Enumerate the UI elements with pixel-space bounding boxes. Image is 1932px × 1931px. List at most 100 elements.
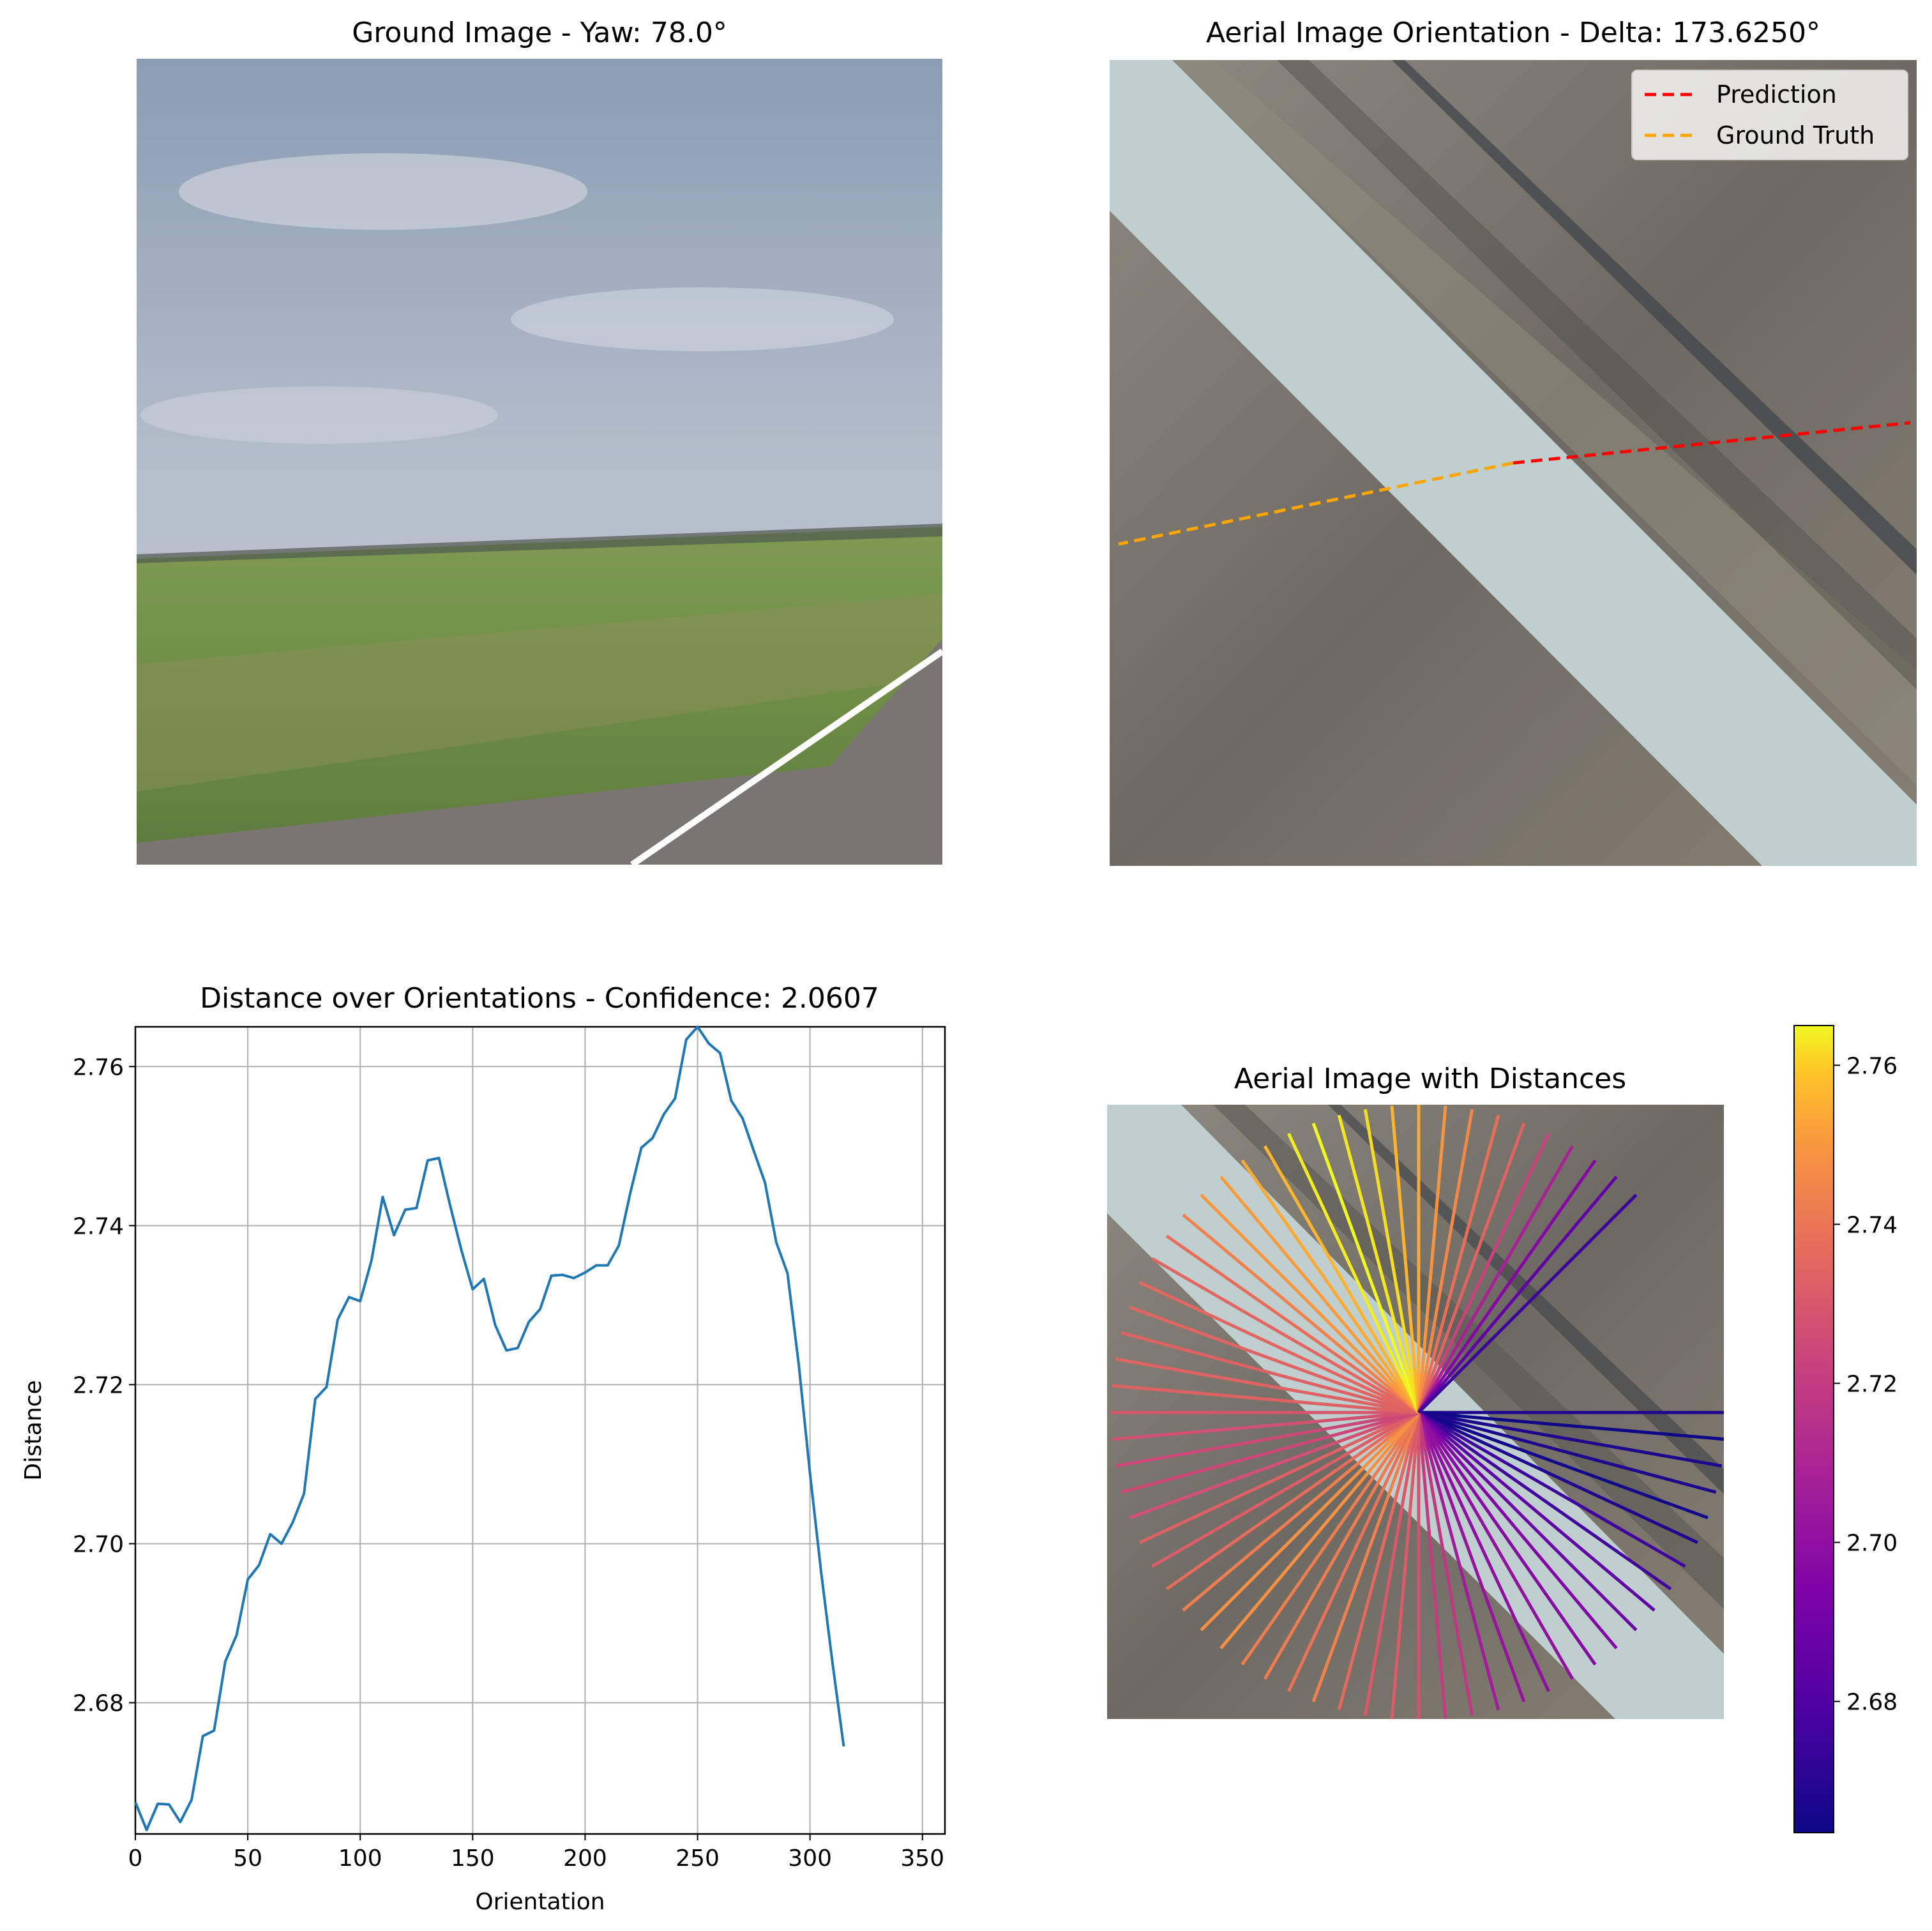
- radial-title: Aerial Image with Distances: [1234, 1063, 1626, 1095]
- colorbar-tick-label: 2.72: [1846, 1371, 1898, 1397]
- radial-ray: [1417, 1411, 1597, 1666]
- x-tick-label: 100: [338, 1845, 382, 1872]
- radial-ray: [1417, 1411, 1672, 1591]
- x-ticks: 0 50 100 150 200 250 300 350: [128, 1834, 944, 1872]
- x-tick-label: 50: [233, 1845, 262, 1872]
- x-tick-label: 300: [788, 1845, 832, 1872]
- radial-ray: [1417, 1193, 1638, 1414]
- radial-ray: [1417, 1133, 1550, 1414]
- radial-ray: [1417, 1159, 1597, 1414]
- radial-ray: [1311, 1412, 1421, 1702]
- distance-chart-title: Distance over Orientations - Confidence:…: [200, 982, 879, 1015]
- radial-ray: [1200, 1411, 1420, 1632]
- y-tick-label: 2.70: [73, 1531, 124, 1557]
- radial-ray: [1200, 1193, 1420, 1414]
- radial-ray: [1129, 1305, 1419, 1414]
- radial-ray: [1263, 1145, 1421, 1414]
- x-axis-label: Orientation: [475, 1889, 605, 1915]
- radial-ray: [1112, 1411, 1419, 1441]
- radial-ray: [1165, 1234, 1420, 1414]
- radial-ray: [1337, 1412, 1421, 1711]
- x-tick-label: 150: [451, 1845, 495, 1872]
- radial-ray: [1115, 1411, 1419, 1468]
- legend-ground-truth-label: Ground Truth: [1716, 121, 1875, 149]
- prediction-line: [1513, 421, 1911, 465]
- radial-ray: [1417, 1109, 1474, 1413]
- y-axis-label: Distance: [20, 1380, 47, 1480]
- x-tick-label: 0: [128, 1845, 143, 1872]
- aerial-orientation-panel: Aerial Image Orientation - Delta: 173.62…: [1110, 17, 1917, 866]
- radial-ray: [1417, 1411, 1638, 1632]
- radial-rays: [1111, 1105, 1724, 1719]
- radial-ray: [1417, 1412, 1474, 1716]
- radial-ray: [1139, 1411, 1420, 1544]
- radial-ray: [1182, 1213, 1420, 1414]
- radial-ray: [1417, 1145, 1574, 1414]
- ground-image-panel: Ground Image - Yaw: 78.0°: [137, 17, 944, 868]
- radial-ray: [1417, 1411, 1574, 1680]
- radial-ray: [1418, 1411, 1723, 1468]
- radial-ray: [1417, 1412, 1500, 1711]
- colorbar: 2.68 2.70 2.72 2.74 2.76: [1793, 1025, 1898, 1833]
- ground-image-title: Ground Image - Yaw: 78.0°: [352, 17, 727, 49]
- radial-ray: [1287, 1133, 1421, 1414]
- radial-ray: [1417, 1411, 1686, 1568]
- distance-chart-panel: Distance over Orientations - Confidence:…: [20, 982, 946, 1915]
- radial-ray: [1417, 1105, 1447, 1413]
- radial-ray: [1418, 1411, 1709, 1520]
- radial-ray: [1337, 1114, 1421, 1413]
- y-tick-label: 2.76: [73, 1054, 124, 1080]
- radial-ray: [1417, 1411, 1698, 1544]
- legend-prediction-label: Prediction: [1716, 80, 1837, 109]
- radial-ray: [1129, 1411, 1419, 1520]
- y-ticks: 2.68 2.70 2.72 2.74 2.76: [73, 1054, 135, 1717]
- radial-ray: [1219, 1411, 1420, 1649]
- radial-ray: [1151, 1257, 1420, 1414]
- radial-ray: [1390, 1105, 1421, 1413]
- aerial-legend: Prediction Ground Truth: [1631, 70, 1908, 160]
- colorbar-ticks: 2.68 2.70 2.72 2.74 2.76: [1834, 1053, 1898, 1716]
- radial-ray: [1139, 1281, 1420, 1414]
- radial-ray: [1417, 1412, 1526, 1702]
- radial-ray: [1121, 1331, 1419, 1414]
- x-tick-label: 250: [675, 1845, 720, 1872]
- colorbar-tick-label: 2.68: [1846, 1690, 1898, 1716]
- x-tick-label: 200: [563, 1845, 607, 1872]
- radial-ray: [1182, 1411, 1420, 1612]
- distance-series-line: [134, 1026, 845, 1831]
- radial-ray: [1112, 1384, 1419, 1414]
- radial-ray: [1241, 1411, 1421, 1666]
- radial-ray: [1417, 1411, 1550, 1692]
- colorbar-tick-label: 2.76: [1846, 1053, 1898, 1079]
- radial-ray: [1417, 1411, 1618, 1649]
- radial-ray: [1241, 1159, 1421, 1414]
- colorbar-tick-label: 2.74: [1846, 1212, 1898, 1238]
- radial-ray: [1417, 1411, 1656, 1612]
- radial-ray: [1417, 1412, 1447, 1719]
- aerial-orientation-title: Aerial Image Orientation - Delta: 173.62…: [1206, 17, 1820, 49]
- radial-panel: Aerial Image with Distances 2.68 2.70 2.72…: [1107, 1025, 1898, 1833]
- y-tick-label: 2.74: [73, 1213, 124, 1239]
- grid-lines: [135, 1027, 945, 1834]
- y-tick-label: 2.68: [73, 1691, 124, 1717]
- x-tick-label: 350: [900, 1845, 944, 1872]
- radial-ray: [1151, 1411, 1420, 1568]
- colorbar-tick-label: 2.70: [1846, 1530, 1898, 1556]
- radial-ray: [1363, 1109, 1421, 1413]
- radial-ray: [1311, 1123, 1421, 1413]
- radial-ray: [1417, 1123, 1526, 1413]
- radial-ray: [1418, 1411, 1724, 1441]
- radial-ray: [1219, 1176, 1420, 1414]
- radial-ray: [1263, 1411, 1421, 1680]
- ground-photo: [137, 59, 944, 868]
- radial-ray: [1115, 1357, 1419, 1414]
- radial-ray: [1165, 1411, 1420, 1591]
- radial-ray: [1418, 1411, 1717, 1494]
- radial-ray: [1363, 1412, 1421, 1716]
- radial-ray: [1121, 1411, 1419, 1494]
- radial-ray: [1390, 1412, 1421, 1719]
- radial-ray: [1417, 1176, 1618, 1414]
- plot-frame: [134, 1026, 946, 1835]
- ground-truth-line: [1118, 461, 1514, 546]
